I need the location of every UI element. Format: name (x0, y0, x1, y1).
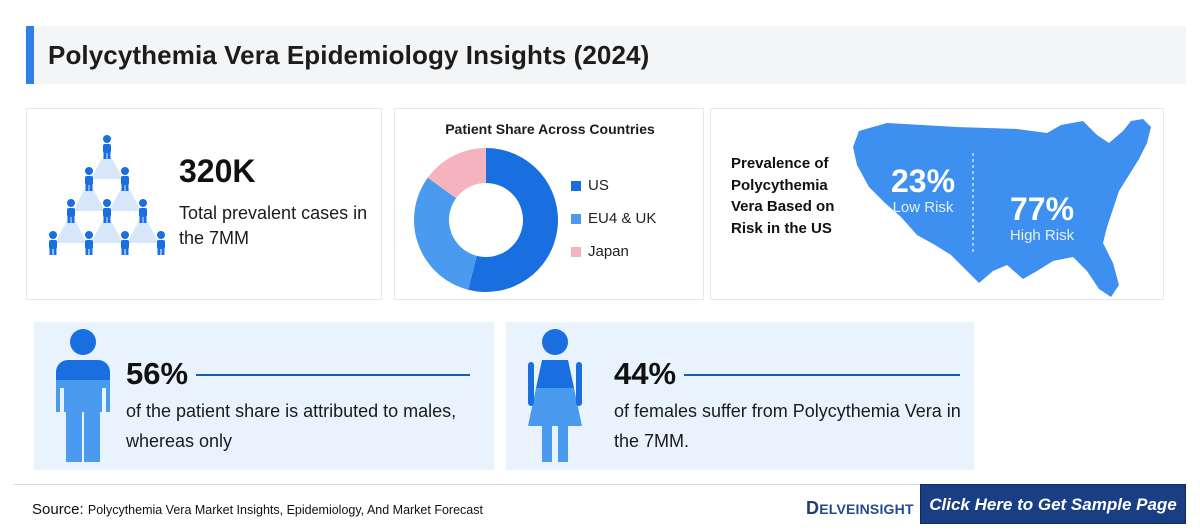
legend-item-eu4-uk: EU4 & UK (571, 210, 656, 243)
legend-item-japan: Japan (571, 243, 656, 276)
risk-card: Prevalence of Polycythemia Vera Based on… (710, 108, 1164, 300)
low-risk-label: Low Risk (892, 199, 954, 216)
males-card: 56% of the patient share is attributed t… (34, 322, 494, 470)
source-text: Source: Polycythemia Vera Market Insight… (32, 501, 483, 518)
donut-slice-us (468, 148, 558, 292)
low-risk-pct: 23% (890, 163, 956, 199)
high-risk-label: High Risk (1009, 227, 1075, 244)
prevalence-label: Total prevalent cases in the 7MM (179, 203, 368, 248)
donut-slice-eu4-uk (414, 177, 477, 290)
donut-slice-japan (427, 148, 486, 199)
females-text: of females suffer from Polycythemia Vera… (614, 401, 961, 451)
males-text: of the patient share is attributed to ma… (126, 401, 457, 451)
us-map-icon (853, 119, 1151, 297)
sample-page-button[interactable]: Click Here to Get Sample Page (920, 484, 1186, 524)
source-link[interactable]: Polycythemia Vera Market Insights, Epide… (87, 503, 483, 517)
brand-logo[interactable]: DELVEINSIGHT (806, 498, 914, 519)
brand-initial: D (806, 498, 820, 518)
divider-line (196, 374, 470, 376)
legend-swatch (571, 214, 581, 224)
source-label: Source: (32, 501, 84, 518)
risk-label: Prevalence of Polycythemia Vera Based on… (731, 155, 835, 237)
male-figure-icon (56, 329, 110, 462)
prevalence-card: 320K Total prevalent cases in the 7MM (26, 108, 382, 300)
low-risk-stat: 23% Low Risk (883, 163, 963, 216)
females-card: 44% of females suffer from Polycythemia … (506, 322, 974, 470)
females-pct: 44% (614, 356, 677, 391)
high-risk-stat: 77% High Risk (993, 191, 1091, 244)
brand-name: ELVEINSIGHT (819, 501, 914, 517)
patient-share-donut (414, 148, 558, 292)
high-risk-pct: 77% (1009, 191, 1075, 227)
legend-swatch (571, 181, 581, 191)
males-pct: 56% (126, 356, 189, 391)
patient-share-card: Patient Share Across Countries US EU4 & … (394, 108, 704, 300)
chart-legend: US EU4 & UK Japan (571, 177, 656, 276)
title-bar: Polycythemia Vera Epidemiology Insights … (26, 26, 1186, 84)
chart-title: Patient Share Across Countries (445, 121, 655, 137)
page-title: Polycythemia Vera Epidemiology Insights … (48, 40, 650, 70)
legend-swatch (571, 247, 581, 257)
footer-divider (14, 484, 1186, 485)
legend-item-us: US (571, 177, 656, 210)
divider-line (684, 374, 960, 376)
female-figure-icon (528, 329, 582, 462)
legend-label: US (588, 177, 609, 194)
legend-label: EU4 & UK (588, 210, 657, 227)
people-pyramid-icon (49, 135, 165, 255)
legend-label: Japan (588, 243, 629, 260)
prevalence-value: 320K (179, 153, 256, 189)
